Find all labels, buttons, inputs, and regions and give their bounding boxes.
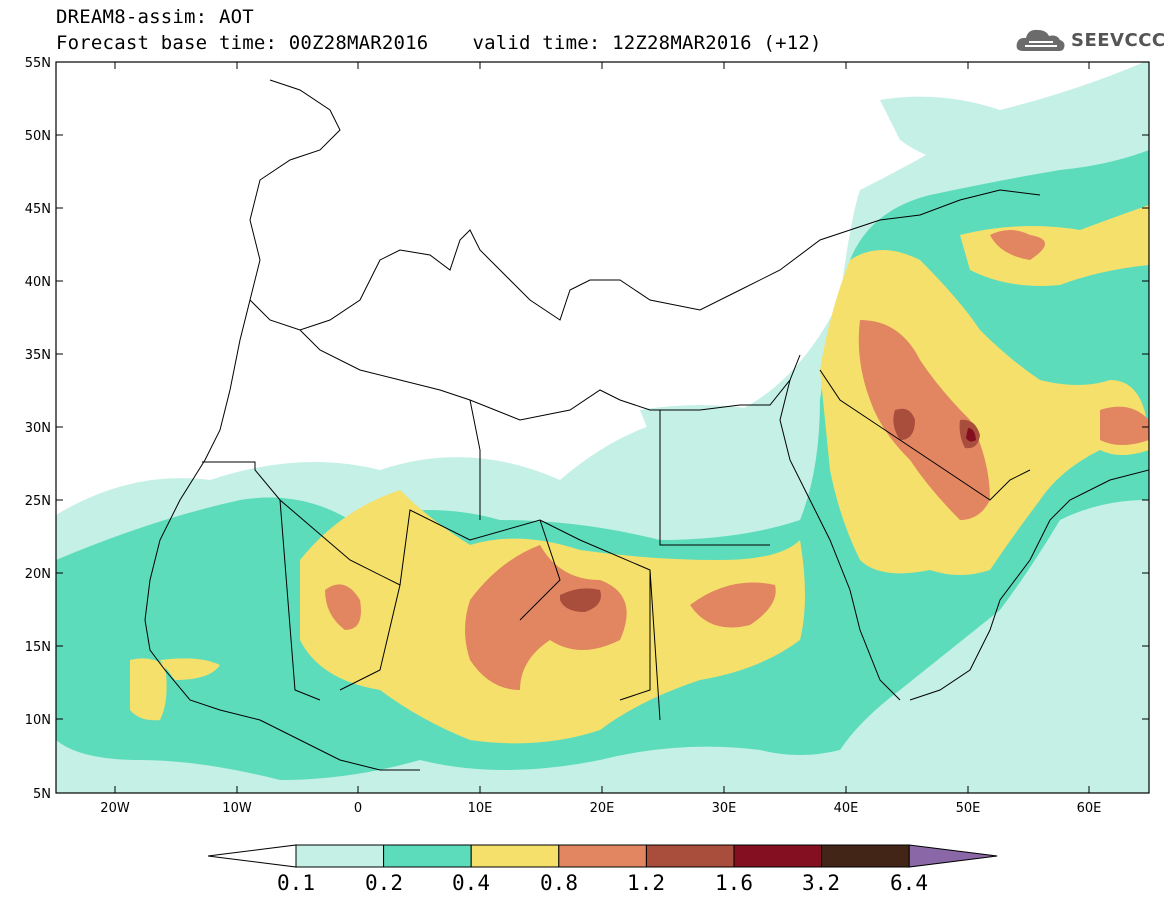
- product-title: DREAM8-assim: AOT: [56, 6, 254, 28]
- lat-label: 55N: [25, 56, 51, 71]
- aot-contour-12: [560, 588, 601, 612]
- lon-label: 50E: [956, 801, 981, 816]
- lat-label: 5N: [33, 787, 51, 802]
- lon-label: 0: [354, 801, 362, 816]
- lat-label: 25N: [25, 494, 51, 509]
- aot-contour-12: [893, 408, 915, 440]
- aot-contour-08: [1100, 406, 1149, 445]
- aot-contour-08: [858, 320, 990, 520]
- lat-label: 40N: [25, 275, 51, 290]
- aot-contour-08: [325, 584, 361, 630]
- aot-contours: [56, 62, 1149, 793]
- lon-label: 10W: [222, 801, 252, 816]
- aot-contour-04: [130, 658, 167, 721]
- cloud-logo-icon: [1016, 29, 1065, 51]
- lon-label: 40E: [834, 801, 859, 816]
- lat-label: 30N: [25, 421, 51, 436]
- aot-contour-01: [880, 96, 1008, 163]
- aot-contour-08: [990, 230, 1045, 260]
- lat-label: 45N: [25, 202, 51, 217]
- valid-time: valid time: 12Z28MAR2016 (+12): [472, 32, 822, 54]
- lat-label: 10N: [25, 713, 51, 728]
- aot-contour-01: [640, 405, 823, 520]
- lon-axis: 20W 10W 0 10E 20E 30E 40E 50E 60E: [100, 801, 1101, 816]
- aot-contour-04: [820, 250, 1149, 575]
- lon-label: 60E: [1077, 801, 1102, 816]
- lat-label: 15N: [25, 640, 51, 655]
- lon-ticks: [114, 62, 1090, 793]
- base-time: Forecast base time: 00Z28MAR2016: [56, 32, 429, 54]
- forecast-times: Forecast base time: 00Z28MAR2016 valid ti…: [56, 33, 822, 53]
- coastlines-and-borders: [144, 79, 1149, 771]
- lat-label: 20N: [25, 567, 51, 582]
- aot-contour-16: [966, 428, 976, 442]
- logo-text: SEEVCCC: [1071, 29, 1165, 51]
- seevccc-logo: SEEVCCC: [1015, 20, 1165, 60]
- map-frame: [55, 61, 1150, 794]
- aot-contour-04: [160, 658, 220, 680]
- lat-axis: 55N 50N 45N 40N 35N 30N 25N 20N 15N 10N …: [25, 56, 51, 802]
- lon-label: 10E: [468, 801, 493, 816]
- aot-contour-08: [465, 545, 627, 690]
- lat-label: 50N: [25, 129, 51, 144]
- lat-label: 35N: [25, 348, 51, 363]
- aot-contour-04: [960, 205, 1149, 286]
- lon-label: 30E: [712, 801, 737, 816]
- lon-label: 20E: [590, 801, 615, 816]
- lon-label: 20W: [100, 801, 130, 816]
- aot-contour-08: [690, 582, 776, 628]
